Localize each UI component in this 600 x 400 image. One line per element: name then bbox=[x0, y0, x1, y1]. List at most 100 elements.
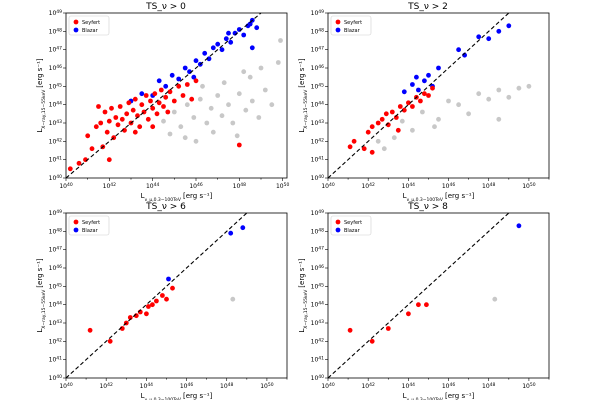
point-blazar bbox=[163, 83, 169, 89]
legend-label-blazar: Blazar bbox=[344, 228, 361, 234]
point-seyfert bbox=[389, 109, 395, 115]
point-unmatched bbox=[200, 83, 205, 89]
point-blazar bbox=[414, 74, 419, 80]
point-blazar bbox=[401, 89, 407, 95]
x-tick-label: 1044 bbox=[402, 182, 416, 191]
legend: Seyfert Blazar bbox=[330, 215, 372, 236]
y-tick-label: 1043 bbox=[49, 319, 63, 328]
point-seyfert bbox=[164, 296, 169, 302]
point-unmatched bbox=[410, 127, 415, 133]
point-seyfert bbox=[369, 124, 375, 130]
point-seyfert bbox=[424, 302, 429, 308]
point-seyfert bbox=[365, 129, 371, 135]
point-seyfert bbox=[426, 93, 431, 98]
point-seyfert bbox=[150, 302, 155, 308]
point-unmatched bbox=[230, 296, 236, 302]
point-unmatched bbox=[466, 111, 471, 117]
point-seyfert bbox=[406, 311, 411, 317]
point-unmatched bbox=[278, 38, 283, 43]
legend-marker-blazar bbox=[335, 227, 341, 233]
point-unmatched bbox=[526, 83, 532, 89]
point-unmatched bbox=[256, 115, 262, 120]
point-seyfert bbox=[76, 160, 82, 166]
point-seyfert bbox=[96, 104, 101, 109]
point-seyfert bbox=[67, 166, 73, 172]
x-tick-label: 1044 bbox=[140, 382, 154, 391]
y-tick-label: 1048 bbox=[311, 227, 325, 236]
legend-label-blazar: Blazar bbox=[82, 28, 99, 34]
x-tick-label: 1042 bbox=[99, 382, 113, 391]
y-axis-label: LX−ray,15−55keV[erg s⁻¹] bbox=[36, 258, 47, 333]
point-seyfert bbox=[351, 138, 357, 144]
point-seyfert bbox=[184, 82, 190, 87]
point-blazar bbox=[206, 56, 212, 62]
point-seyfert bbox=[107, 338, 113, 344]
y-axis-label: LX−ray,15−55keV[erg s⁻¹] bbox=[36, 58, 47, 133]
point-seyfert bbox=[385, 326, 391, 331]
point-seyfert bbox=[406, 100, 411, 106]
point-seyfert bbox=[176, 83, 182, 89]
point-seyfert bbox=[126, 100, 132, 106]
legend-label-blazar: Blazar bbox=[82, 228, 99, 234]
legend-label-seyfert: Seyfert bbox=[82, 220, 100, 226]
point-seyfert bbox=[401, 107, 407, 113]
point-seyfert bbox=[430, 85, 435, 91]
x-tick-label: 1046 bbox=[442, 382, 456, 391]
point-unmatched bbox=[226, 102, 231, 108]
point-seyfert bbox=[397, 104, 403, 109]
legend: Seyfert Blazar bbox=[330, 15, 372, 36]
y-tick-label: 1042 bbox=[49, 137, 63, 146]
x-tick-label: 1042 bbox=[361, 182, 375, 191]
point-blazar bbox=[426, 72, 431, 78]
point-seyfert bbox=[104, 129, 110, 135]
y-tick-label: 1040 bbox=[311, 174, 325, 183]
y-tick-label: 1045 bbox=[49, 82, 63, 91]
point-seyfert bbox=[416, 302, 421, 308]
legend-marker-seyfert bbox=[335, 219, 341, 225]
y-tick-label: 1047 bbox=[311, 245, 325, 254]
axes-frame bbox=[327, 212, 550, 379]
y-tick-label: 1041 bbox=[49, 355, 63, 364]
point-seyfert bbox=[347, 144, 353, 150]
point-unmatched bbox=[210, 129, 216, 135]
point-unmatched bbox=[191, 115, 197, 120]
point-unmatched bbox=[243, 107, 249, 113]
x-axis-label: Lν_μ,0.3−100TeV [erg s⁻¹] bbox=[141, 392, 213, 400]
x-tick-label: 1050 bbox=[260, 382, 274, 391]
point-seyfert bbox=[369, 338, 375, 344]
point-seyfert bbox=[160, 293, 165, 298]
x-tick-label: 1046 bbox=[189, 182, 203, 191]
point-unmatched bbox=[262, 87, 268, 93]
point-blazar bbox=[416, 87, 421, 93]
x-tick-label: 1048 bbox=[482, 382, 496, 391]
point-seyfert bbox=[418, 98, 423, 104]
point-blazar bbox=[223, 36, 229, 42]
legend-marker-blazar bbox=[335, 27, 341, 33]
x-axis-label: Lν_μ,0.3−100TeV [erg s⁻¹] bbox=[403, 392, 475, 400]
point-seyfert bbox=[150, 105, 156, 111]
point-seyfert bbox=[383, 111, 389, 117]
y-tick-label: 1040 bbox=[311, 374, 325, 383]
point-seyfert bbox=[154, 111, 160, 117]
point-seyfert bbox=[106, 118, 112, 124]
plots-layer: 1040 1042 1044 1046 1048 1050 1040 1041 1042 1043… bbox=[36, 9, 550, 400]
point-blazar bbox=[254, 25, 260, 31]
y-tick-label: 1044 bbox=[311, 300, 325, 309]
x-tick-label: 1040 bbox=[59, 382, 73, 391]
point-seyfert bbox=[115, 122, 121, 128]
point-seyfert bbox=[113, 115, 119, 120]
x-tick-label: 1050 bbox=[276, 182, 290, 191]
point-seyfert bbox=[89, 146, 95, 152]
y-tick-label: 1040 bbox=[49, 374, 63, 383]
point-seyfert bbox=[144, 311, 149, 317]
y-tick-label: 1044 bbox=[49, 100, 63, 109]
panel-4: 1040 1042 1044 1046 1048 1050 1040 1041 1042 1043… bbox=[298, 209, 550, 400]
point-seyfert bbox=[180, 93, 186, 98]
point-seyfert bbox=[422, 91, 427, 97]
point-seyfert bbox=[158, 87, 164, 93]
point-blazar bbox=[228, 39, 234, 45]
point-seyfert bbox=[146, 304, 151, 309]
point-seyfert bbox=[85, 133, 91, 139]
y-tick-label: 1044 bbox=[49, 300, 63, 309]
point-blazar bbox=[166, 276, 171, 282]
